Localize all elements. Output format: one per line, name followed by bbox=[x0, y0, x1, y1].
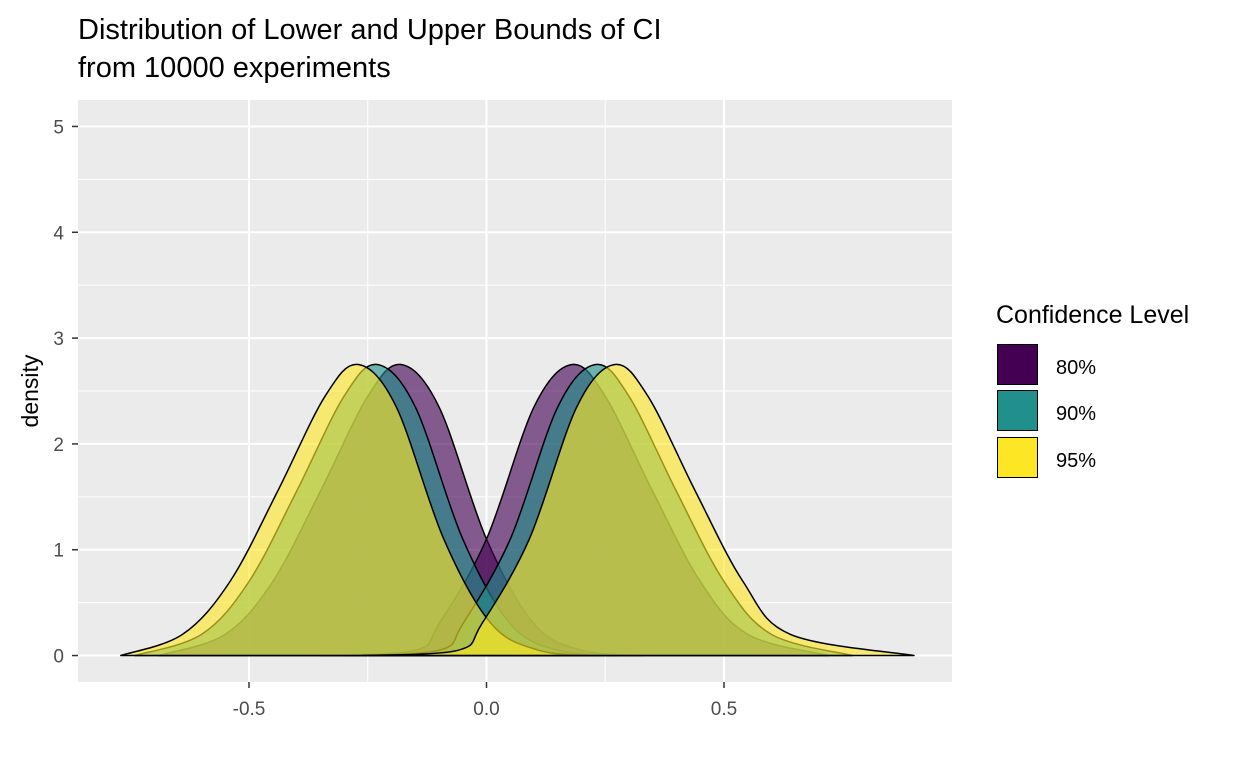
x-tick-label: 0.0 bbox=[473, 699, 499, 720]
legend-key-95 bbox=[997, 437, 1038, 478]
chart-subtitle: from 10000 experiments bbox=[78, 52, 391, 84]
legend-label-80: 80% bbox=[1056, 357, 1097, 379]
legend-label-95: 95% bbox=[1056, 450, 1097, 472]
x-tick-label: -0.5 bbox=[233, 699, 266, 720]
density-curves bbox=[120, 363, 915, 657]
legend-key-90 bbox=[997, 390, 1038, 431]
y-tick-label: 4 bbox=[53, 223, 64, 244]
y-tick-label: 1 bbox=[53, 541, 64, 562]
y-tick-label: 0 bbox=[53, 647, 64, 668]
x-tick-label: 0.5 bbox=[711, 699, 737, 720]
y-tick-label: 5 bbox=[53, 117, 64, 138]
legend-title: Confidence Level bbox=[996, 301, 1190, 329]
chart-title: Distribution of Lower and Upper Bounds o… bbox=[78, 14, 662, 46]
legend-key-80 bbox=[997, 344, 1038, 385]
axes: -0.5 0.0 0.5 0 1 2 3 4 5 bbox=[53, 117, 737, 720]
y-tick-label: 2 bbox=[53, 435, 64, 456]
y-tick-label: 3 bbox=[53, 329, 64, 350]
y-axis-label: density bbox=[17, 354, 43, 427]
legend-label-90: 90% bbox=[1056, 403, 1097, 425]
density-upper-95-area bbox=[362, 363, 915, 657]
